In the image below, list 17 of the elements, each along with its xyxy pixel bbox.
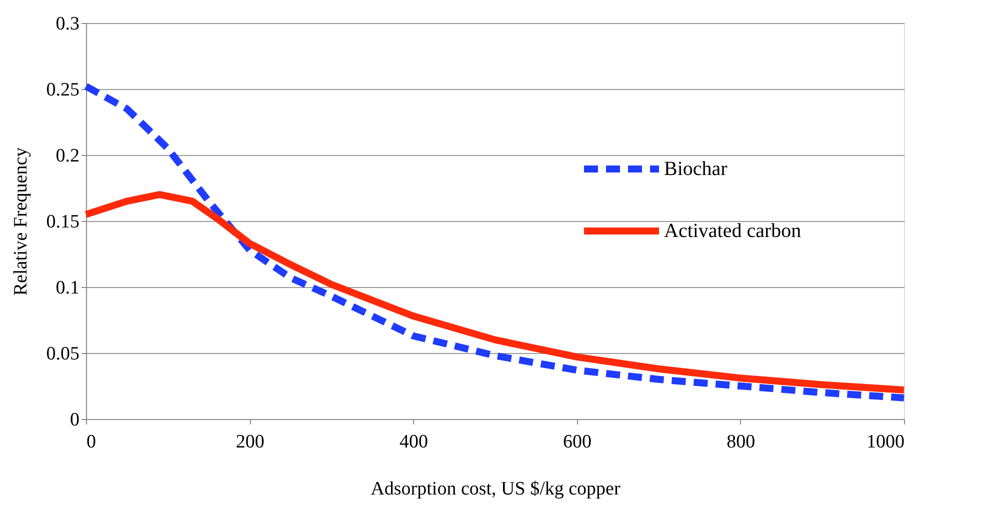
y-axis-title: Relative Frequency xyxy=(10,146,32,296)
legend-label: Biochar xyxy=(664,158,728,180)
y-tick-label: 0.25 xyxy=(46,80,80,100)
x-axis-title: Adsorption cost, US $/kg copper xyxy=(370,478,621,500)
y-tick-label: 0.2 xyxy=(56,146,80,166)
x-tick-label: 200 xyxy=(236,432,264,452)
x-tick-label: 800 xyxy=(726,432,756,452)
x-tick-label: 600 xyxy=(563,432,592,452)
x-tick-label: 1000 xyxy=(866,432,904,452)
y-tick-label: 0.05 xyxy=(46,344,80,364)
x-tick-label: 0 xyxy=(86,432,96,452)
y-tick-label: 0.1 xyxy=(56,278,80,298)
x-tick-label: 400 xyxy=(399,432,428,452)
y-tick-label: 0.3 xyxy=(56,14,80,34)
y-tick-label: 0.15 xyxy=(46,212,80,232)
legend-label: Activated carbon xyxy=(664,220,802,242)
y-tick-label: 0 xyxy=(70,410,80,430)
